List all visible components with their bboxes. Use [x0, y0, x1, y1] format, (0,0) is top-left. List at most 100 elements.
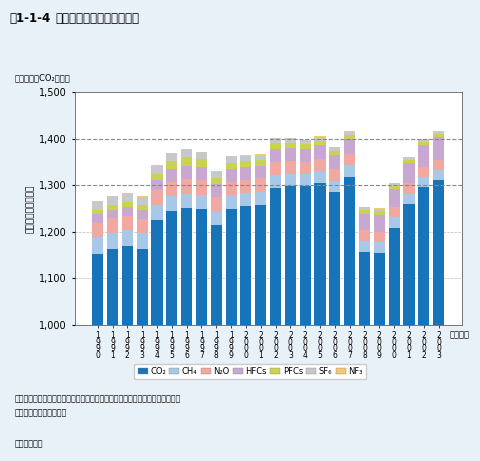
Text: 9: 9 [125, 344, 130, 354]
Bar [343, 132, 355, 135]
Bar [299, 140, 310, 144]
Bar [403, 204, 414, 461]
Bar [432, 160, 443, 170]
Bar [107, 249, 118, 461]
Text: 2: 2 [420, 331, 425, 340]
Text: 0: 0 [302, 344, 307, 354]
Text: 1: 1 [154, 331, 159, 340]
Bar [121, 207, 132, 216]
Bar [343, 131, 355, 132]
Text: 2: 2 [347, 331, 351, 340]
Bar [417, 167, 429, 177]
Text: 0: 0 [376, 337, 381, 347]
Bar [343, 165, 355, 177]
Bar [373, 212, 384, 215]
Text: 2: 2 [288, 331, 292, 340]
Text: 9: 9 [184, 344, 189, 354]
Text: 0: 0 [258, 337, 263, 347]
Bar [314, 145, 325, 159]
Bar [284, 174, 295, 186]
Text: 9: 9 [110, 337, 115, 347]
Text: 2: 2 [435, 331, 440, 340]
Text: 9: 9 [154, 344, 159, 354]
Text: 3: 3 [140, 351, 144, 361]
Text: 2: 2 [332, 331, 336, 340]
Text: 2: 2 [273, 331, 277, 340]
Bar [240, 167, 251, 180]
Bar [180, 157, 192, 166]
Bar [136, 233, 147, 248]
Text: 0: 0 [317, 337, 322, 347]
Bar [225, 182, 236, 195]
Text: 0: 0 [258, 344, 263, 354]
Text: 1: 1 [258, 351, 263, 361]
Text: 9: 9 [184, 337, 189, 347]
Text: （年度）: （年度） [449, 331, 469, 340]
Bar [210, 225, 221, 461]
Bar [403, 194, 414, 204]
Bar [195, 195, 206, 208]
Bar [299, 174, 310, 186]
Text: 4: 4 [302, 351, 307, 361]
Bar [195, 152, 206, 159]
Text: 量は変更され得る。: 量は変更され得る。 [14, 408, 67, 417]
Text: 0: 0 [435, 337, 440, 347]
Bar [329, 154, 340, 169]
Bar [121, 230, 132, 246]
Bar [195, 159, 206, 167]
Bar [136, 248, 147, 461]
Bar [403, 157, 414, 160]
Text: 2: 2 [317, 331, 322, 340]
Bar [166, 212, 177, 461]
Bar [166, 161, 177, 170]
Text: 9: 9 [228, 337, 233, 347]
Bar [314, 183, 325, 461]
Bar [180, 166, 192, 179]
Bar [329, 147, 340, 151]
Bar [225, 163, 236, 169]
Text: 5: 5 [317, 351, 322, 361]
Bar [417, 139, 429, 140]
Bar [299, 148, 310, 161]
Text: 0: 0 [391, 351, 396, 361]
Bar [107, 218, 118, 233]
Text: 1: 1 [110, 331, 115, 340]
Text: 0: 0 [406, 337, 410, 347]
Text: 9: 9 [140, 344, 144, 354]
Bar [255, 166, 266, 178]
Bar [151, 165, 162, 166]
Bar [329, 181, 340, 192]
Text: 0: 0 [391, 344, 396, 354]
Text: 2: 2 [273, 351, 277, 361]
Text: 0: 0 [273, 344, 277, 354]
Text: 0: 0 [243, 344, 248, 354]
Text: 1: 1 [199, 331, 204, 340]
Text: 6: 6 [184, 351, 189, 361]
Text: 2: 2 [258, 331, 263, 340]
Text: 0: 0 [361, 337, 366, 347]
Y-axis label: 温室効果ガス排出量: 温室効果ガス排出量 [26, 184, 35, 233]
Bar [225, 195, 236, 208]
Bar [373, 232, 384, 242]
Text: 1: 1 [140, 331, 144, 340]
Bar [403, 164, 414, 183]
Bar [388, 189, 399, 207]
Text: 0: 0 [332, 344, 336, 354]
Bar [358, 214, 369, 230]
Text: 1: 1 [406, 351, 410, 361]
Bar [136, 219, 147, 233]
Text: 1: 1 [95, 331, 100, 340]
Legend: CO₂, CH₄, N₂O, HFCs, PFCs, SF₆, NF₃: CO₂, CH₄, N₂O, HFCs, PFCs, SF₆, NF₃ [134, 364, 365, 379]
Bar [388, 218, 399, 228]
Bar [417, 145, 429, 167]
Bar [151, 180, 162, 190]
Bar [136, 210, 147, 219]
Bar [180, 208, 192, 461]
Text: 0: 0 [347, 337, 351, 347]
Text: 0: 0 [273, 337, 277, 347]
Bar [388, 207, 399, 218]
Bar [107, 233, 118, 249]
Text: 9: 9 [199, 344, 204, 354]
Bar [92, 223, 103, 237]
Text: 9: 9 [140, 337, 144, 347]
